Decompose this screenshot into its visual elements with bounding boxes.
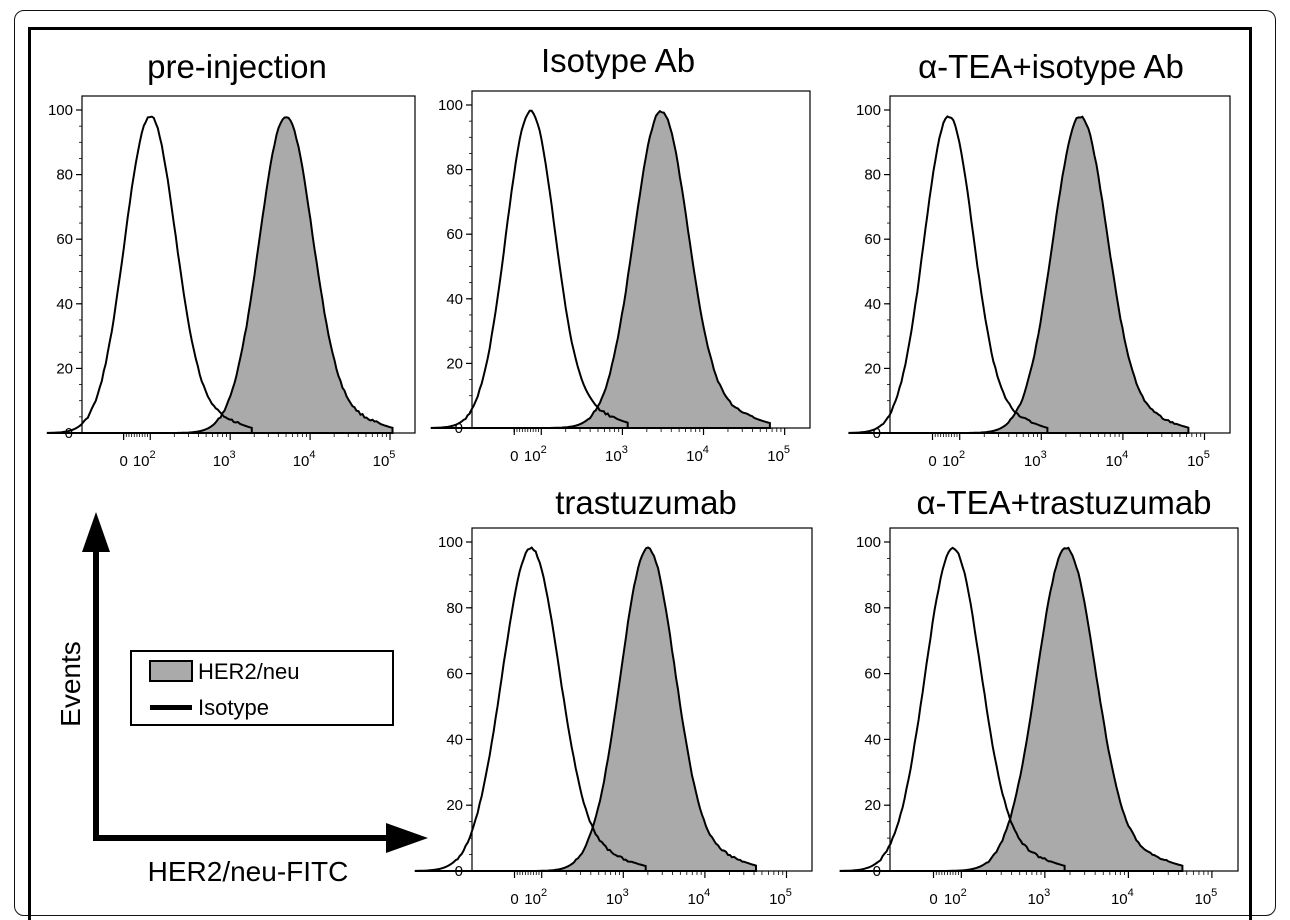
series-her2-neu-histogram — [537, 546, 757, 872]
y-tick-label: 80 — [446, 162, 463, 179]
series-her2-neu-histogram — [969, 115, 1190, 434]
series-her2-neu-histogram — [947, 546, 1184, 872]
x-tick-label: 103 — [605, 444, 628, 465]
panel-title: pre-injection — [147, 48, 327, 85]
panel-title: trastuzumab — [555, 484, 737, 521]
y-key-arrowhead-icon — [82, 512, 110, 552]
y-tick-label: 60 — [446, 666, 463, 683]
y-key-label: Events — [55, 641, 86, 727]
figure-border — [28, 27, 1252, 920]
x-tick-label: 0 — [510, 448, 518, 465]
x-key-arrowhead-icon — [386, 823, 428, 853]
y-tick-label: 100 — [856, 102, 881, 119]
x-tick-label: 105 — [1187, 449, 1210, 470]
x-tick-label: 103 — [213, 449, 236, 470]
y-tick-label: 100 — [48, 102, 73, 119]
y-tick-label: 100 — [438, 534, 463, 551]
series-isotype-histogram — [46, 115, 253, 434]
x-tick-label: 0 — [119, 453, 127, 470]
y-tick-label: 80 — [864, 167, 881, 184]
y-tick-label: 20 — [864, 797, 881, 814]
y-tick-label: 20 — [56, 360, 73, 377]
y-tick-label: 40 — [864, 296, 881, 313]
y-tick-label: 100 — [856, 534, 881, 551]
y-tick-label: 60 — [56, 231, 73, 248]
x-tick-label: 104 — [1111, 887, 1134, 908]
x-tick-label: 0 — [928, 453, 936, 470]
series-her2-neu-histogram — [550, 109, 771, 429]
x-tick-label: 103 — [606, 887, 629, 908]
x-tick-label: 102 — [942, 449, 965, 470]
y-tick-label: 40 — [56, 296, 73, 313]
panel-title: α-TEA+isotype Ab — [918, 48, 1184, 85]
y-tick-label: 40 — [446, 731, 463, 748]
y-tick-label: 20 — [446, 797, 463, 814]
figure-frame — [14, 10, 1276, 916]
x-tick-label: 103 — [1024, 449, 1047, 470]
panel-title: Isotype Ab — [541, 42, 695, 79]
y-tick-label: 60 — [446, 226, 463, 243]
legend-label-her2: HER2/neu — [198, 659, 300, 684]
series-isotype-histogram — [414, 546, 647, 872]
x-tick-label: 105 — [769, 887, 792, 908]
x-tick-label: 105 — [1194, 887, 1217, 908]
y-tick-label: 80 — [56, 167, 73, 184]
series-isotype-histogram — [430, 109, 629, 429]
axes-key: Events HER2/neu-FITC — [55, 512, 428, 887]
y-tick-label: 60 — [864, 231, 881, 248]
x-tick-label: 103 — [1027, 887, 1050, 908]
x-tick-label: 0 — [929, 891, 937, 908]
series-her2-neu-histogram — [177, 116, 394, 434]
y-tick-label: 100 — [438, 97, 463, 114]
x-tick-label: 104 — [687, 887, 710, 908]
legend-swatch-isotype — [150, 705, 192, 710]
x-tick-label: 0 — [510, 891, 518, 908]
legend: HER2/neu Isotype — [130, 650, 394, 726]
x-tick-label: 105 — [767, 444, 790, 465]
x-key-label: HER2/neu-FITC — [148, 856, 349, 887]
x-tick-label: 102 — [524, 444, 547, 465]
y-tick-label: 20 — [446, 355, 463, 372]
x-tick-label: 102 — [944, 887, 967, 908]
x-tick-label: 104 — [1105, 449, 1128, 470]
legend-label-isotype: Isotype — [198, 695, 269, 720]
x-tick-label: 104 — [686, 444, 709, 465]
y-tick-label: 60 — [864, 666, 881, 683]
y-tick-label: 80 — [446, 600, 463, 617]
x-tick-label: 102 — [524, 887, 547, 908]
x-tick-label: 105 — [373, 449, 396, 470]
y-tick-label: 20 — [864, 360, 881, 377]
series-isotype-histogram — [848, 115, 1049, 434]
legend-swatch-her2 — [149, 660, 193, 682]
x-tick-label: 104 — [293, 449, 316, 470]
y-tick-label: 80 — [864, 600, 881, 617]
y-tick-label: 40 — [446, 291, 463, 308]
panel-title: α-TEA+trastuzumab — [916, 484, 1211, 521]
y-tick-label: 40 — [864, 731, 881, 748]
x-tick-label: 102 — [133, 449, 156, 470]
series-isotype-histogram — [839, 546, 1066, 872]
